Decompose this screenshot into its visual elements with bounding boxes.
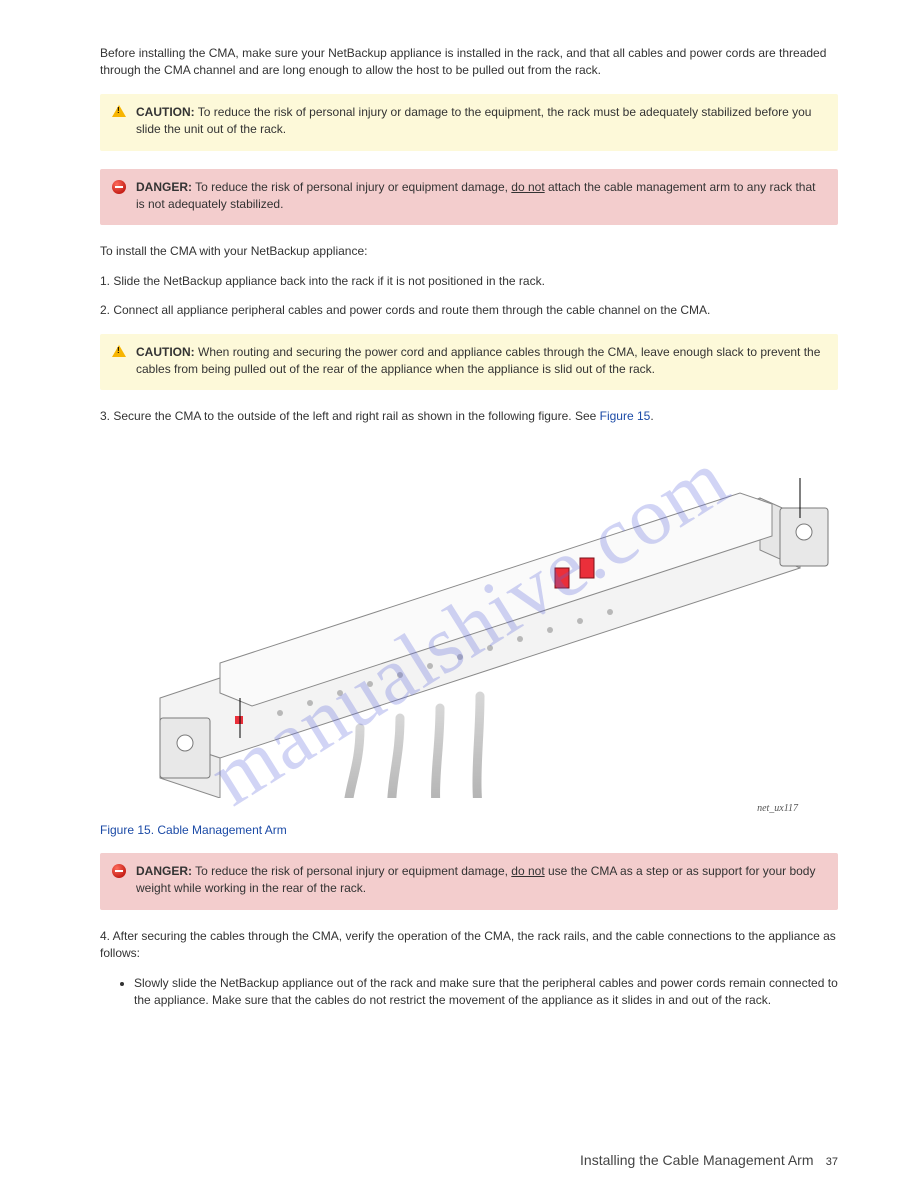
intro-paragraph: Before installing the CMA, make sure you… [100,45,838,80]
caution-text: When routing and securing the power cord… [136,345,820,376]
warning-icon [112,105,126,117]
step-2: 2. Connect all appliance peripheral cabl… [100,302,838,319]
step-3-post: . [650,409,653,423]
danger-text-pre: To reduce the risk of personal injury or… [192,180,511,194]
step-4: 4. After securing the cables through the… [100,928,838,963]
figure-caption-code: net_ux117 [757,803,798,814]
danger-label: DANGER: [136,864,192,878]
steps-intro: To install the CMA with your NetBackup a… [100,243,838,260]
no-entry-icon [112,180,126,194]
danger-underlined: do not [511,864,544,878]
no-entry-icon [112,864,126,878]
danger-callout-1: DANGER: To reduce the risk of personal i… [100,169,838,226]
danger-callout-2: DANGER: To reduce the risk of personal i… [100,853,838,910]
caution-callout-1: CAUTION: To reduce the risk of personal … [100,94,838,151]
step-1: 1. Slide the NetBackup appliance back in… [100,273,838,290]
caution-label: CAUTION: [136,345,195,359]
step-3-pre: 3. Secure the CMA to the outside of the … [100,409,600,423]
caution-label: CAUTION: [136,105,195,119]
danger-label: DANGER: [136,180,192,194]
figure-link[interactable]: Figure 15 [600,409,651,423]
figure-illustration [100,438,840,798]
figure-area: manualshive.com net_ux117 [100,438,838,818]
step-3: 3. Secure the CMA to the outside of the … [100,408,838,425]
figure-label-link[interactable]: Figure 15. Cable Management Arm [100,823,287,837]
bullet-1: Slowly slide the NetBackup appliance out… [134,975,838,1010]
warning-icon [112,345,126,357]
page-number: 37 [826,1156,838,1168]
caution-callout-2: CAUTION: When routing and securing the p… [100,334,838,391]
page-section-title: Installing the Cable Management Arm [580,1152,813,1168]
danger-underlined: do not [511,180,544,194]
caution-text: To reduce the risk of personal injury or… [136,105,811,136]
danger-text-pre: To reduce the risk of personal injury or… [192,864,511,878]
